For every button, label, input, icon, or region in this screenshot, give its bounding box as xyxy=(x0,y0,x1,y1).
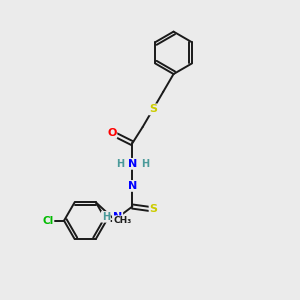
Text: S: S xyxy=(149,205,158,214)
Text: CH₃: CH₃ xyxy=(113,216,132,225)
Text: N: N xyxy=(113,212,122,222)
Text: H: H xyxy=(141,159,149,169)
Text: S: S xyxy=(149,104,157,114)
Text: N: N xyxy=(128,181,137,191)
Text: Cl: Cl xyxy=(42,216,53,226)
Text: H: H xyxy=(116,159,124,169)
Text: H: H xyxy=(102,212,110,222)
Text: O: O xyxy=(107,128,116,138)
Text: N: N xyxy=(128,159,137,169)
